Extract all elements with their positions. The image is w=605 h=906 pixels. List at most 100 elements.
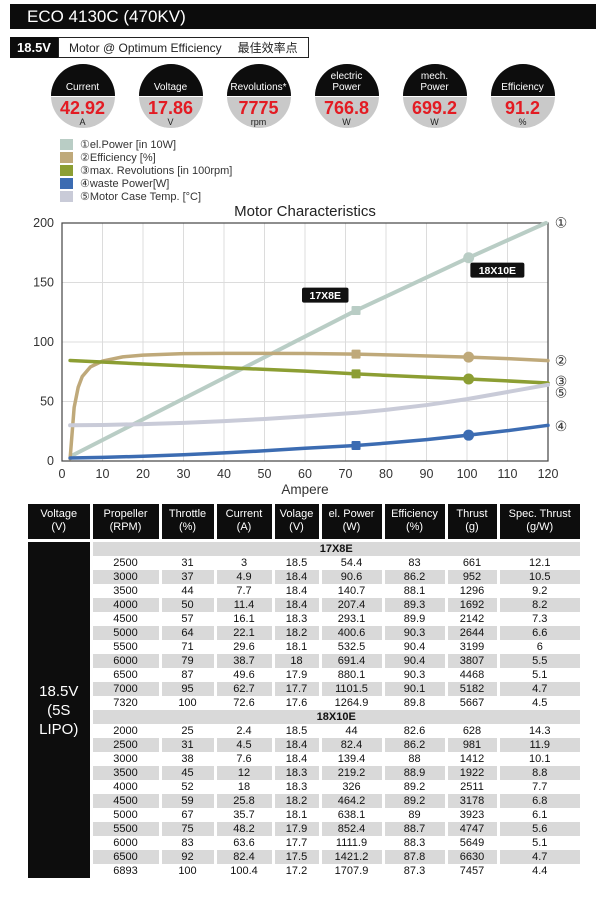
table-cell: 5.1 [496, 836, 580, 850]
table-cell: 8.2 [496, 598, 580, 612]
table-cell: 4.7 [496, 850, 580, 864]
table-cell: 18.1 [271, 808, 320, 822]
table-cell: 6.6 [496, 626, 580, 640]
table-cell: 49.6 [213, 668, 273, 682]
table-cell: 3000 [89, 752, 160, 766]
table-cell: 16.1 [213, 612, 273, 626]
table-cell: 14.3 [496, 724, 580, 738]
series-line [68, 382, 550, 428]
table-cell: 90.3 [381, 626, 446, 640]
table-cell: 18.1 [271, 640, 320, 654]
table-cell: 293.1 [318, 612, 383, 626]
table-cell: 981 [444, 738, 498, 752]
table-cell: 18.2 [271, 794, 320, 808]
table-cell: 5000 [89, 626, 160, 640]
series-line [68, 423, 550, 460]
stat-badge-label: Voltage [138, 64, 203, 97]
table-head: Voltage (V) Propeller (RPM) Throttle (%) Curre… [28, 504, 580, 542]
table-cell: 71 [158, 640, 215, 654]
table-cell: 4000 [89, 598, 160, 612]
propeller-section-label: 17X8E [89, 540, 580, 556]
table-cell: 4000 [89, 780, 160, 794]
table-cell: 95 [158, 682, 215, 696]
column-header: Throttle (%) [158, 504, 215, 542]
section-row: 18X10E [28, 710, 580, 724]
x-tick-label: 10 [96, 467, 110, 481]
prop-label-box [470, 262, 525, 278]
table-row: 5500 71 29.6 18.1 532.5 90.4 3199 6 [28, 640, 580, 654]
legend-label: ⑤Motor Case Temp. [°C] [80, 191, 202, 203]
series-ref-number: ④ [555, 418, 568, 434]
x-axis-label: Ampere [281, 482, 328, 497]
table-cell: 100 [158, 864, 215, 878]
table-cell: 4.5 [213, 738, 273, 752]
table-cell: 2.4 [213, 724, 273, 738]
table-cell: 3199 [444, 640, 498, 654]
table-cell: 18.4 [271, 598, 320, 612]
table-row: 3000 38 7.6 18.4 139.4 88 1412 10.1 [28, 752, 580, 766]
table-cell: 1264.9 [318, 696, 383, 710]
prop-label-box [302, 287, 349, 303]
marker-circle [463, 252, 475, 264]
y-tick-label: 150 [33, 276, 54, 290]
table-cell: 17.9 [271, 668, 320, 682]
table-cell: 2000 [89, 724, 160, 738]
chart-title: Motor Characteristics [234, 203, 376, 220]
table-cell: 7.7 [213, 584, 273, 598]
table-cell: 18.4 [271, 584, 320, 598]
table-cell: 628 [444, 724, 498, 738]
table-cell: 18.3 [271, 780, 320, 794]
prop-label-text: 17X8E [309, 290, 341, 302]
table-cell: 89.2 [381, 780, 446, 794]
table-row: 4500 59 25.8 18.2 464.2 89.2 3178 6.8 [28, 794, 580, 808]
table-cell: 7.6 [213, 752, 273, 766]
table-cell: 17.6 [271, 696, 320, 710]
table-cell: 83 [381, 556, 446, 570]
optimum-efficiency-label-en: Motor @ Optimum Efficiency [68, 40, 222, 55]
table-cell: 89.8 [381, 696, 446, 710]
table-cell: 64 [158, 626, 215, 640]
y-tick-label: 0 [47, 454, 54, 468]
stat-badge-value: 17.86 [147, 98, 194, 118]
table-body: 18.5V (5S LIPO) 17X8E 2500 31 3 18.5 54.4 83 661 1… [28, 540, 580, 878]
table-cell: 17.9 [271, 822, 320, 836]
motor-chart: Motor Characteristics 0 10 20 30 40 50 60 70 80 90… [33, 203, 568, 497]
stat-badge-unit: rpm [250, 117, 267, 127]
series-ref-number: ② [555, 353, 568, 369]
table-cell: 5000 [89, 808, 160, 822]
table-cell: 1421.2 [318, 850, 383, 864]
table-cell: 87.3 [381, 864, 446, 878]
table-cell: 6893 [89, 864, 160, 878]
table-cell: 7320 [89, 696, 160, 710]
column-header: Propeller (RPM) [89, 504, 160, 542]
table-cell: 5500 [89, 822, 160, 836]
y-tick-label: 50 [40, 395, 54, 409]
table-cell: 3807 [444, 654, 498, 668]
legend-item: ②Efficiency [%] [60, 151, 605, 164]
table-cell: 89.9 [381, 612, 446, 626]
marker-square [351, 305, 361, 315]
column-header: Efficiency (%) [381, 504, 446, 542]
section-row: 18.5V (5S LIPO) 17X8E [28, 540, 580, 878]
table-row: 3500 44 7.7 18.4 140.7 88.1 1296 9.2 [28, 584, 580, 598]
table-cell: 38 [158, 752, 215, 766]
table-cell: 18 [213, 780, 273, 794]
column-header: Thrust (g) [444, 504, 498, 542]
y-tick-label: 200 [33, 216, 54, 230]
table-cell: 12 [213, 766, 273, 780]
table-cell: 88.9 [381, 766, 446, 780]
subheader: 18.5V Motor @ Optimum Efficiency 最佳效率点 [10, 37, 605, 58]
table-cell: 400.6 [318, 626, 383, 640]
table-cell: 139.4 [318, 752, 383, 766]
stat-badge: Efficiency 91.2% [490, 64, 555, 128]
propeller-section-label: 18X10E [89, 710, 580, 724]
table-row: 5000 64 22.1 18.2 400.6 90.3 2644 6.6 [28, 626, 580, 640]
table-cell: 57 [158, 612, 215, 626]
table-cell: 75 [158, 822, 215, 836]
legend-item: ④waste Power[W] [60, 177, 605, 190]
legend-label: ①el.Power [in 10W] [80, 139, 177, 151]
x-tick-label: 30 [177, 467, 191, 481]
table-cell: 7457 [444, 864, 498, 878]
table-cell: 1707.9 [318, 864, 383, 878]
series-line [69, 221, 548, 458]
